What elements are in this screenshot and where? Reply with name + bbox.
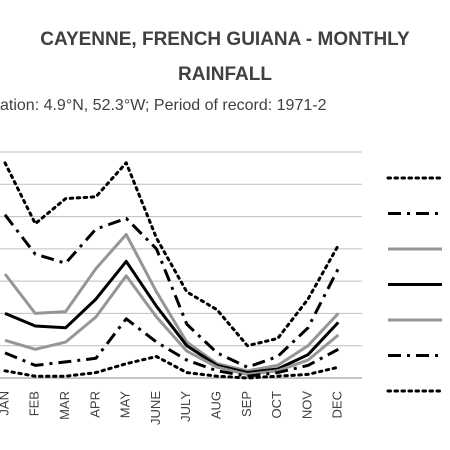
series-line-3 — [3, 233, 340, 373]
x-tick-label: FEB — [27, 391, 42, 416]
x-tick-label: MAR — [57, 391, 72, 420]
series-line-1 — [3, 161, 340, 348]
x-tick-label: JUNE — [148, 391, 163, 425]
x-tick-label: JULY — [178, 391, 193, 422]
x-tick-label: OCT — [269, 391, 284, 419]
x-tick-label: MAY — [118, 391, 133, 419]
series-line-7 — [3, 355, 340, 380]
x-tick-label: SEP — [239, 391, 254, 417]
x-tick-label: APR — [87, 391, 102, 418]
chart-subtitle: ation: 4.9°N, 52.3°W; Period of record: … — [0, 97, 327, 114]
series-line-6 — [4, 317, 340, 378]
chart-title-line-2: RAINFALL — [178, 64, 272, 85]
chart-title-line-1: CAYENNE, FRENCH GUIANA - MONTHLY — [40, 29, 410, 50]
x-tick-labels: JAN FEB MAR APR MAY JUNE JULY AUG SEP OCT NOV DEC — [0, 391, 345, 425]
series-line-4 — [4, 259, 340, 375]
series-line-5 — [4, 274, 340, 376]
series-line-2 — [3, 213, 340, 369]
x-tick-label: NOV — [299, 391, 314, 420]
series-lines — [3, 161, 340, 380]
x-tick-label: JAN — [0, 391, 11, 416]
x-tick-label: DEC — [330, 391, 345, 418]
legend — [386, 176, 444, 393]
x-tick-label: AUG — [209, 391, 224, 419]
